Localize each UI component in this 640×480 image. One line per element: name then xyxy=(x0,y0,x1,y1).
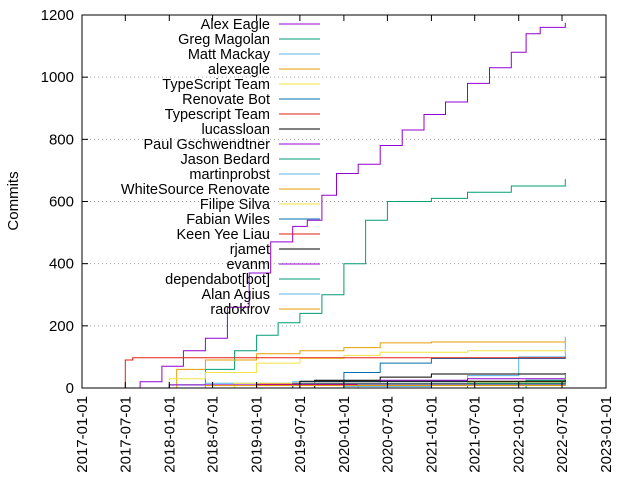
x-tick-label-9: 2021-07-01 xyxy=(467,396,484,473)
legend-label-12: Filipe Silva xyxy=(200,197,271,213)
series-line-0 xyxy=(121,22,566,389)
x-tick-label-0: 2017-01-01 xyxy=(74,396,91,473)
legend-label-11: WhiteSource Renovate xyxy=(121,182,270,198)
x-tick-label-12: 2023-01-01 xyxy=(598,396,615,473)
legend-label-2: Matt Mackay xyxy=(188,47,271,63)
plot-border xyxy=(81,14,607,389)
y-axis-ticks: 0 200 400 600 800 1000 1200 xyxy=(41,7,606,397)
legend-label-9: Jason Bedard xyxy=(181,152,270,168)
legend-label-16: evanm xyxy=(226,257,270,273)
y-tick-label-600: 600 xyxy=(49,194,74,211)
x-tick-label-11: 2022-07-01 xyxy=(554,396,571,473)
legend-label-7: lucassloan xyxy=(201,122,270,138)
series-line-1 xyxy=(147,179,566,389)
legend-label-1: Greg Magolan xyxy=(178,32,270,48)
legend-label-0: Alex Eagle xyxy=(201,17,270,33)
x-tick-label-2: 2018-01-01 xyxy=(161,396,178,473)
x-axis-ticks: 2017-01-01 2017-07-01 2018-01-01 2018-07-01… xyxy=(74,15,615,473)
x-tick-label-4: 2019-01-01 xyxy=(249,396,266,473)
y-tick-label-800: 800 xyxy=(49,131,74,148)
legend-label-10: martinprobst xyxy=(189,167,270,183)
y-tick-label-200: 200 xyxy=(49,318,74,335)
series-line-4 xyxy=(154,349,566,389)
series-line-3 xyxy=(161,341,566,389)
x-tick-label-10: 2022-01-01 xyxy=(511,396,528,473)
y-tick-label-1200: 1200 xyxy=(41,7,74,24)
legend-label-17: dependabot[bot] xyxy=(165,272,270,288)
legend-label-4: TypeScript Team xyxy=(162,77,270,93)
x-tick-label-8: 2021-01-01 xyxy=(423,396,440,473)
y-tick-label-1000: 1000 xyxy=(41,69,74,86)
x-tick-label-6: 2020-01-01 xyxy=(336,396,353,473)
grid-lines xyxy=(82,76,606,327)
legend-label-14: Keen Yee Liau xyxy=(176,227,270,243)
legend-label-15: rjamet xyxy=(230,242,270,258)
y-axis-label: Commits xyxy=(5,171,22,230)
legend-label-18: Alan Agius xyxy=(201,287,270,303)
y-tick-label-400: 400 xyxy=(49,256,74,273)
legend-label-8: Paul Gschwendtner xyxy=(143,137,270,153)
x-tick-label-5: 2019-07-01 xyxy=(292,396,309,473)
legend-label-3: alexeagle xyxy=(208,62,270,78)
x-tick-label-1: 2017-07-01 xyxy=(117,396,134,473)
legend-label-6: Typescript Team xyxy=(165,107,270,123)
x-tick-label-7: 2020-07-01 xyxy=(379,396,396,473)
y-tick-label-0: 0 xyxy=(66,380,74,397)
legend-label-19: radokirov xyxy=(210,302,270,318)
legend-label-5: Renovate Bot xyxy=(182,92,270,108)
x-tick-label-3: 2018-07-01 xyxy=(205,396,222,473)
legend-label-13: Fabian Wiles xyxy=(186,212,270,228)
plot-frame xyxy=(81,14,607,389)
